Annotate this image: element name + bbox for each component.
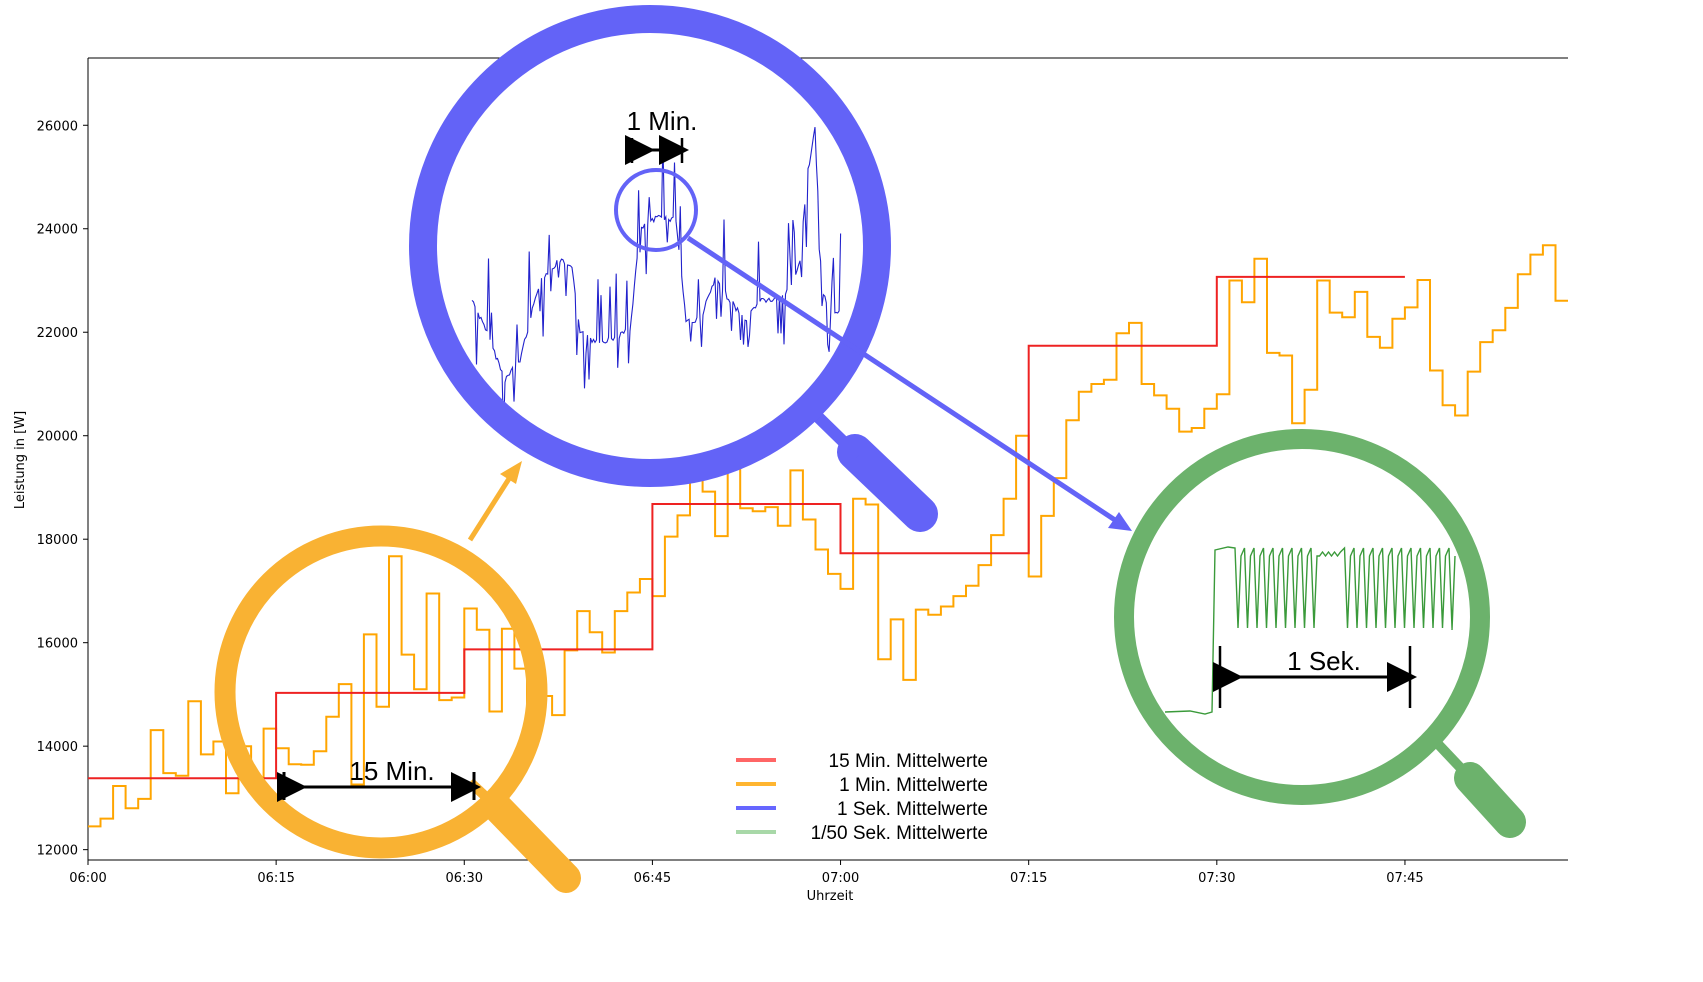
x-tick-label: 07:30 — [1198, 871, 1235, 886]
blue-lens-handle-neck — [810, 409, 863, 461]
y-tick-label: 14000 — [37, 740, 78, 755]
y-tick-label: 12000 — [37, 844, 78, 859]
y-tick-label: 20000 — [37, 430, 78, 445]
green-lens-handle — [1454, 762, 1526, 838]
green-magnifier: 1 Sek. — [1114, 429, 1526, 838]
legend-label: 1 Sek. Mittelwerte — [837, 799, 988, 820]
green-lens-label: 1 Sek. — [1287, 646, 1361, 676]
blue-lens-signal — [471, 127, 842, 433]
x-axis-label: Uhrzeit — [807, 889, 854, 904]
legend-label: 1 Min. Mittelwerte — [839, 775, 988, 796]
plot-area — [87, 57, 1568, 861]
orange-to-blue-arrowhead — [500, 461, 522, 484]
series-15-min-line — [88, 275, 1405, 780]
x-tick-label: 07:00 — [822, 871, 859, 886]
orange-magnifier: 15 Min. — [214, 461, 581, 893]
orange-lens-handle — [483, 793, 581, 893]
blue-lens-fill — [435, 31, 865, 461]
green-lens-fill — [1134, 449, 1470, 785]
blue-to-green-arrowhead — [1108, 512, 1132, 531]
green-lens-ring — [1114, 429, 1490, 805]
y-axis-ticks: 12000 14000 16000 18000 20000 22000 24000 26000 — [37, 119, 88, 859]
green-lens-handle-neck — [1434, 740, 1476, 784]
legend-label: 1/50 Sek. Mittelwerte — [811, 823, 988, 844]
series-layer — [88, 244, 1568, 828]
legend-label: 15 Min. Mittelwerte — [829, 751, 988, 772]
green-lens-signal — [1164, 546, 1456, 715]
x-axis-ticks: 06:00 06:15 06:30 06:45 07:00 07:15 07:30 07:45 — [69, 860, 1424, 886]
x-tick-label: 06:30 — [446, 871, 483, 886]
legend: 15 Min. Mittelwerte 1 Min. Mittelwerte 1 S… — [736, 751, 988, 844]
x-tick-label: 07:15 — [1010, 871, 1047, 886]
orange-lens-label: 15 Min. — [349, 756, 434, 786]
blue-lens-ring — [409, 5, 891, 487]
blue-lens-label: 1 Min. — [627, 106, 698, 136]
y-tick-label: 24000 — [37, 223, 78, 238]
y-axis-label: Leistung in [W] — [13, 411, 28, 509]
x-tick-label: 06:15 — [257, 871, 294, 886]
y-tick-label: 22000 — [37, 326, 78, 341]
y-tick-label: 26000 — [37, 119, 78, 134]
blue-inner-lens-ring — [614, 168, 698, 252]
blue-to-green-arrow — [686, 235, 1120, 525]
x-tick-label: 06:00 — [69, 871, 106, 886]
blue-magnifier: 1 Min. — [409, 5, 1132, 532]
orange-lens-ring — [214, 525, 548, 859]
orange-to-blue-arrow — [467, 472, 515, 542]
x-tick-label: 06:45 — [634, 871, 671, 886]
series-1-min-line — [88, 244, 1568, 828]
y-tick-label: 16000 — [37, 637, 78, 652]
blue-lens-handle — [837, 434, 938, 532]
x-tick-label: 07:45 — [1386, 871, 1423, 886]
y-tick-label: 18000 — [37, 533, 78, 548]
